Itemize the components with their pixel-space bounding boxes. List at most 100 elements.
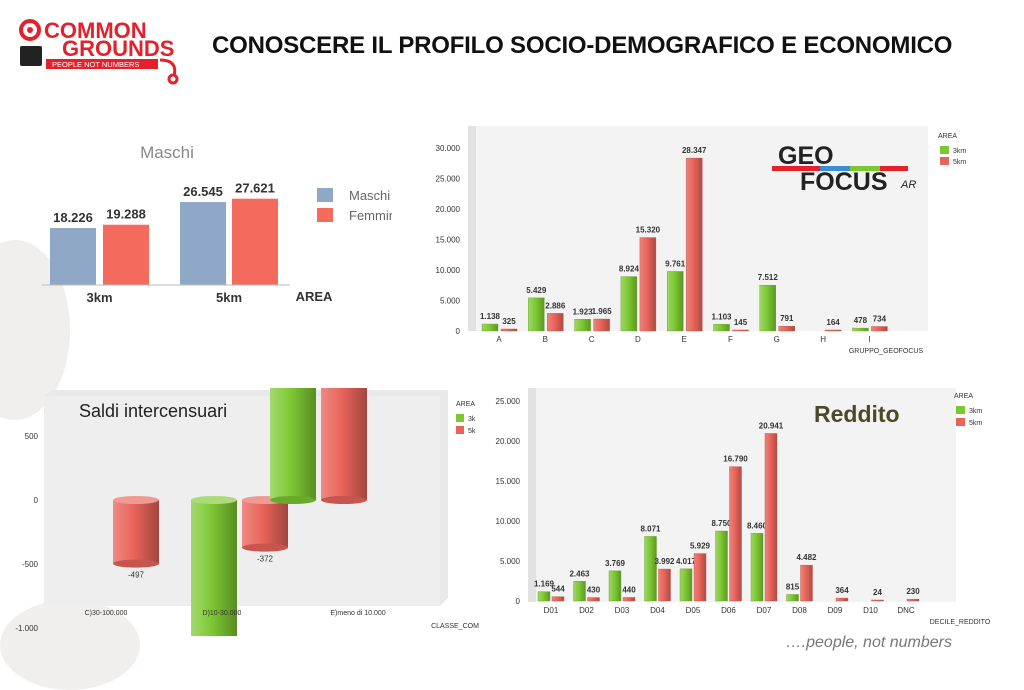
tick-label: 5km <box>216 290 242 305</box>
data-label: 16.790 <box>723 455 748 464</box>
x-tick-label: C)30-100.000 <box>85 610 128 617</box>
bar <box>658 568 671 602</box>
data-label: 8.071 <box>640 524 661 533</box>
data-label: 815 <box>786 582 800 591</box>
legend-label: 3km <box>969 408 982 415</box>
reddito-chart-panel: Reddito 0 5.000 10.000 15.000 20.000 25.000 1.1… <box>488 382 1008 632</box>
x-tick-label: H <box>820 335 826 344</box>
x-tick-label: D05 <box>686 606 701 615</box>
data-label: 1.965 <box>592 307 613 316</box>
y-tick-label: 10.000 <box>436 266 461 275</box>
x-tick-label: D07 <box>757 606 772 615</box>
bar <box>50 228 96 285</box>
data-label: 7.512 <box>758 273 779 282</box>
x-tick-label: DNC <box>897 606 915 615</box>
y-tick-label: 30.000 <box>436 144 461 153</box>
bar-cap <box>191 496 237 504</box>
x-axis-label: GRUPPO_GEOFOCUS <box>849 348 924 355</box>
data-label: 1.103 <box>711 312 732 321</box>
y-tick-label: 500 <box>25 432 39 441</box>
geofocus-chart: 0 5.000 10.000 15.000 20.000 25.000 30.000 1.13… <box>436 126 966 355</box>
bar <box>232 198 278 285</box>
x-tick-label: D01 <box>544 606 559 615</box>
bar <box>732 329 749 332</box>
y-tick-label: 10.000 <box>496 517 521 526</box>
legend-label: 5k <box>468 428 476 435</box>
plot-side-wall <box>528 388 536 602</box>
geofocus-chart-panel: 0 5.000 10.000 15.000 20.000 25.000 30.000 1.13… <box>410 122 1010 360</box>
bar <box>622 597 636 602</box>
data-label: 440 <box>622 585 636 594</box>
data-label: 18.226 <box>53 210 93 225</box>
y-tick-label: 0 <box>456 327 461 336</box>
tick-label: 3km <box>86 290 112 305</box>
data-label: 9.761 <box>665 259 686 268</box>
data-label: 325 <box>502 317 516 326</box>
data-label: 478 <box>854 316 868 325</box>
y-tick-label: 15.000 <box>436 236 461 245</box>
data-label: 15.320 <box>636 226 661 235</box>
bar <box>242 500 288 548</box>
bar <box>180 202 226 285</box>
bar <box>750 533 764 602</box>
data-label: 2.886 <box>545 301 566 310</box>
bar <box>620 276 638 332</box>
data-label: 8.924 <box>619 265 640 274</box>
x-tick-label: G <box>774 335 780 344</box>
chart-title: Reddito <box>814 401 900 427</box>
data-label: 27.621 <box>235 181 275 196</box>
data-label: 8.750 <box>711 519 732 528</box>
x-tick-label: D06 <box>721 606 736 615</box>
bar <box>481 323 499 332</box>
data-label: 28.347 <box>682 146 707 155</box>
bar <box>778 325 795 332</box>
bar <box>500 328 518 332</box>
bar <box>103 224 149 285</box>
x-tick-label: D <box>635 335 641 344</box>
footer-tagline: ….people, not numbers <box>785 634 952 651</box>
bar <box>113 500 159 564</box>
data-label: 4.482 <box>796 553 817 562</box>
common-grounds-logo: COMMON GROUNDS PEOPLE NOT NUMBERS <box>10 8 185 88</box>
bar-cap <box>242 543 288 552</box>
logo-target-icon <box>19 19 41 41</box>
bar <box>644 536 657 602</box>
legend-title: AREA <box>456 401 475 408</box>
bar <box>270 388 316 500</box>
legend-label: 3km <box>953 148 966 155</box>
bar <box>729 466 742 602</box>
bar <box>321 388 367 500</box>
bar <box>191 500 237 636</box>
y-tick-label: 20.000 <box>496 437 521 446</box>
bar <box>573 581 586 602</box>
bar <box>686 157 703 332</box>
data-label: 364 <box>835 586 849 595</box>
bar <box>835 597 849 602</box>
bar <box>852 327 869 332</box>
bar <box>906 598 920 602</box>
chart-title: Maschi <box>140 143 194 162</box>
bar <box>800 564 813 602</box>
bar <box>871 599 884 602</box>
gender-chart-panel: Maschi 18.226 19.288 3km 26.545 27.621 5km AREA… <box>32 120 392 305</box>
bar <box>693 553 707 602</box>
gender-chart: Maschi 18.226 19.288 3km 26.545 27.621 5km AREA… <box>42 143 392 305</box>
legend-label: 5km <box>969 420 982 427</box>
bar <box>667 271 684 332</box>
y-tick-label: 5.000 <box>500 557 521 566</box>
data-label: 24 <box>873 588 882 597</box>
data-label: 145 <box>734 318 748 327</box>
legend-swatch <box>956 406 965 414</box>
legend-swatch <box>456 414 464 422</box>
bar <box>528 297 545 332</box>
bar <box>551 596 565 602</box>
plot-side-wall <box>468 126 476 331</box>
bar <box>608 570 622 602</box>
data-label: 1.923 <box>573 307 594 316</box>
legend-swatch <box>940 157 949 165</box>
x-tick-label: D02 <box>579 606 594 615</box>
bar-cap <box>113 559 159 568</box>
bar <box>587 597 600 602</box>
x-tick-label: A <box>496 335 502 344</box>
y-tick-label: 15.000 <box>496 477 521 486</box>
